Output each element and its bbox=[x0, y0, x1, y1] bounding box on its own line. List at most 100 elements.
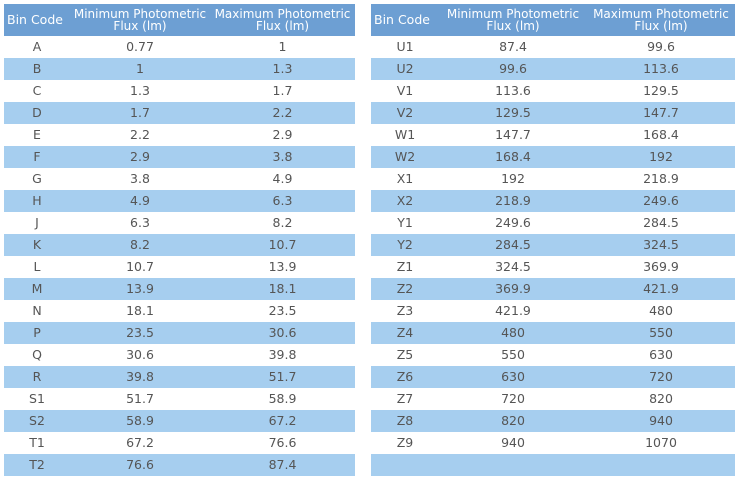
bin-code-cell: L bbox=[4, 256, 70, 278]
table-row: W2 168.4 192 bbox=[371, 146, 735, 168]
max-flux-cell: 13.9 bbox=[210, 256, 355, 278]
bin-code-cell: Z9 bbox=[371, 432, 439, 454]
min-flux-cell: 6.3 bbox=[70, 212, 210, 234]
max-flux-cell: 6.3 bbox=[210, 190, 355, 212]
min-flux-cell: 324.5 bbox=[439, 256, 587, 278]
max-flux-cell: 940 bbox=[587, 410, 735, 432]
bin-code-cell: W1 bbox=[371, 124, 439, 146]
max-flux-cell: 129.5 bbox=[587, 80, 735, 102]
bin-code-cell: X2 bbox=[371, 190, 439, 212]
table-row: U1 87.4 99.6 bbox=[371, 36, 735, 58]
table-row: P 23.5 30.6 bbox=[4, 322, 355, 344]
min-flux-cell: 1 bbox=[70, 58, 210, 80]
min-flux-cell: 480 bbox=[439, 322, 587, 344]
min-flux-cell: 39.8 bbox=[70, 366, 210, 388]
min-flux-cell: 284.5 bbox=[439, 234, 587, 256]
min-flux-cell: 76.6 bbox=[70, 454, 210, 476]
min-flux-cell: 820 bbox=[439, 410, 587, 432]
min-flux-cell: 168.4 bbox=[439, 146, 587, 168]
min-flux-cell: 67.2 bbox=[70, 432, 210, 454]
bin-table-right: Bin Code Minimum Photometric Flux (lm) M… bbox=[371, 4, 735, 476]
bin-code-cell: S1 bbox=[4, 388, 70, 410]
table-row: R 39.8 51.7 bbox=[4, 366, 355, 388]
table-row: Q 30.6 39.8 bbox=[4, 344, 355, 366]
bin-code-cell: U1 bbox=[371, 36, 439, 58]
min-flux-cell: 18.1 bbox=[70, 300, 210, 322]
bin-code-cell: Q bbox=[4, 344, 70, 366]
bin-code-cell: Z3 bbox=[371, 300, 439, 322]
table-body-right: U1 87.4 99.6 U2 99.6 113.6 V1 113.6 129.5 V2 129.5… bbox=[371, 36, 735, 476]
min-flux-cell: 1.7 bbox=[70, 102, 210, 124]
min-flux-cell: 13.9 bbox=[70, 278, 210, 300]
max-flux-cell: 1 bbox=[210, 36, 355, 58]
max-flux-cell: 2.9 bbox=[210, 124, 355, 146]
max-flux-cell: 480 bbox=[587, 300, 735, 322]
max-flux-cell: 720 bbox=[587, 366, 735, 388]
table-row: X1 192 218.9 bbox=[371, 168, 735, 190]
max-flux-cell: 18.1 bbox=[210, 278, 355, 300]
table-row: W1 147.7 168.4 bbox=[371, 124, 735, 146]
min-flux-cell: 2.2 bbox=[70, 124, 210, 146]
bin-code-cell: E bbox=[4, 124, 70, 146]
table-row: Z9 940 1070 bbox=[371, 432, 735, 454]
table-row: F 2.9 3.8 bbox=[4, 146, 355, 168]
max-flux-cell bbox=[587, 454, 735, 476]
bin-code-cell: A bbox=[4, 36, 70, 58]
bin-code-cell: Z8 bbox=[371, 410, 439, 432]
bin-code-cell: B bbox=[4, 58, 70, 80]
table-row: E 2.2 2.9 bbox=[4, 124, 355, 146]
max-flux-cell: 4.9 bbox=[210, 168, 355, 190]
header-min-flux: Minimum Photometric Flux (lm) bbox=[70, 4, 210, 36]
table-row: H 4.9 6.3 bbox=[4, 190, 355, 212]
max-flux-cell: 2.2 bbox=[210, 102, 355, 124]
table-row: S2 58.9 67.2 bbox=[4, 410, 355, 432]
max-flux-cell: 1070 bbox=[587, 432, 735, 454]
min-flux-cell: 23.5 bbox=[70, 322, 210, 344]
min-flux-cell: 2.9 bbox=[70, 146, 210, 168]
min-flux-cell: 218.9 bbox=[439, 190, 587, 212]
bin-code-cell: N bbox=[4, 300, 70, 322]
bin-code-cell: Y1 bbox=[371, 212, 439, 234]
table-row: Z4 480 550 bbox=[371, 322, 735, 344]
table-row: C 1.3 1.7 bbox=[4, 80, 355, 102]
table-row: J 6.3 8.2 bbox=[4, 212, 355, 234]
bin-code-cell: K bbox=[4, 234, 70, 256]
min-flux-cell: 3.8 bbox=[70, 168, 210, 190]
bin-code-cell: W2 bbox=[371, 146, 439, 168]
bin-code-cell: X1 bbox=[371, 168, 439, 190]
header-row: Bin Code Minimum Photometric Flux (lm) M… bbox=[4, 4, 355, 36]
bin-code-cell: Z6 bbox=[371, 366, 439, 388]
max-flux-cell: 23.5 bbox=[210, 300, 355, 322]
bin-code-cell: C bbox=[4, 80, 70, 102]
table-body-left: A 0.77 1 B 1 1.3 C 1.3 1.7 D 1.7 2.2 E 2.2 2.9 F 2.9 3.8 G… bbox=[4, 36, 355, 476]
max-flux-cell: 820 bbox=[587, 388, 735, 410]
min-flux-cell: 51.7 bbox=[70, 388, 210, 410]
table-row: N 18.1 23.5 bbox=[4, 300, 355, 322]
bin-table-left: Bin Code Minimum Photometric Flux (lm) M… bbox=[4, 4, 355, 476]
max-flux-cell: 99.6 bbox=[587, 36, 735, 58]
table-row: V1 113.6 129.5 bbox=[371, 80, 735, 102]
table-row: X2 218.9 249.6 bbox=[371, 190, 735, 212]
header-max-flux: Maximum Photometric Flux (lm) bbox=[210, 4, 355, 36]
max-flux-cell: 1.7 bbox=[210, 80, 355, 102]
bin-code-cell: S2 bbox=[4, 410, 70, 432]
min-flux-cell: 249.6 bbox=[439, 212, 587, 234]
bin-code-cell: T2 bbox=[4, 454, 70, 476]
max-flux-cell: 249.6 bbox=[587, 190, 735, 212]
table-row: A 0.77 1 bbox=[4, 36, 355, 58]
table-row: Y2 284.5 324.5 bbox=[371, 234, 735, 256]
table-row: Z3 421.9 480 bbox=[371, 300, 735, 322]
max-flux-cell: 87.4 bbox=[210, 454, 355, 476]
table-row: Z8 820 940 bbox=[371, 410, 735, 432]
min-flux-cell: 1.3 bbox=[70, 80, 210, 102]
min-flux-cell: 630 bbox=[439, 366, 587, 388]
table-row: Z2 369.9 421.9 bbox=[371, 278, 735, 300]
max-flux-cell: 51.7 bbox=[210, 366, 355, 388]
bin-code-cell: Z1 bbox=[371, 256, 439, 278]
max-flux-cell: 218.9 bbox=[587, 168, 735, 190]
min-flux-cell: 99.6 bbox=[439, 58, 587, 80]
max-flux-cell: 30.6 bbox=[210, 322, 355, 344]
header-min-flux: Minimum Photometric Flux (lm) bbox=[439, 4, 587, 36]
table-row: Z6 630 720 bbox=[371, 366, 735, 388]
